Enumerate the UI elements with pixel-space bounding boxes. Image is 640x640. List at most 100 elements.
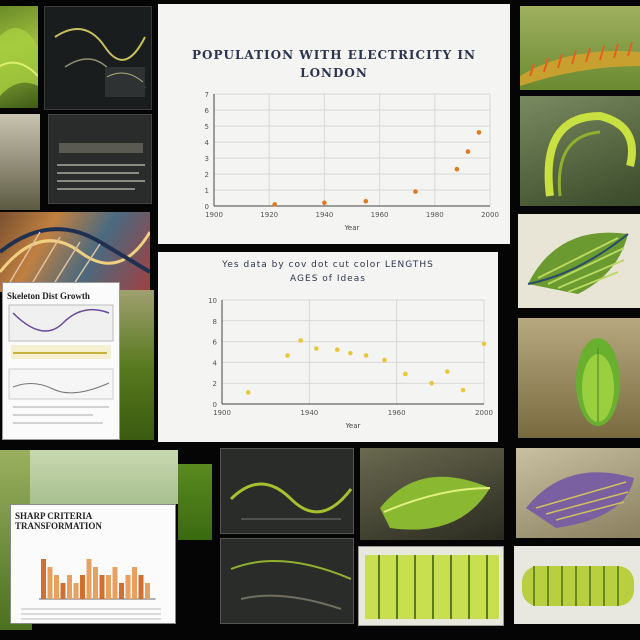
specimen-drawing xyxy=(45,7,152,110)
chart-top-data-point xyxy=(466,149,471,154)
colorful-insect-tile xyxy=(0,212,150,292)
document-sheet-left: Skeleton Dist Growth xyxy=(2,282,120,440)
chart-mid-data-point xyxy=(285,353,290,358)
larva-tile xyxy=(514,546,640,624)
segment-shape xyxy=(359,547,504,626)
chart-mid-x-tick-label: 2000 xyxy=(475,409,493,417)
chart-mid-x-tick-label: 1940 xyxy=(300,409,318,417)
chart-top-x-tick-label: 1980 xyxy=(426,211,444,219)
chart-mid-data-point xyxy=(314,346,319,351)
chart-top-data-point xyxy=(272,202,277,207)
doc-bar xyxy=(61,583,66,599)
chart-mid-y-tick-label: 6 xyxy=(213,339,218,347)
doc-bar xyxy=(87,559,92,599)
leaf-fan-shape xyxy=(518,214,640,308)
doc-bar xyxy=(67,575,72,599)
grass-tile-center xyxy=(178,464,212,540)
chart-top-data-point xyxy=(477,130,482,135)
green-loop-tile xyxy=(520,96,640,206)
chart-mid-data-point xyxy=(429,381,434,386)
chart-top-y-tick-label: 1 xyxy=(205,187,209,195)
dark-frond-tile-b xyxy=(220,538,354,624)
insect-pattern xyxy=(0,212,150,292)
doc-bar xyxy=(48,567,53,599)
chart-mid-data-point xyxy=(382,358,387,363)
doc-left-plots xyxy=(3,283,120,433)
dark-specimen-tile xyxy=(44,6,152,110)
loop-shape xyxy=(520,96,640,206)
doc-bar xyxy=(106,575,111,599)
chart-mid-data-point xyxy=(348,351,353,356)
chart-mid-x-tick-label: 1900 xyxy=(213,409,231,417)
chart-mid-data-point xyxy=(335,347,340,352)
chart-top-x-tick-label: 1900 xyxy=(205,211,223,219)
chart-mid-y-tick-label: 0 xyxy=(213,401,217,409)
chart-top-x-tick-label: 1920 xyxy=(260,211,278,219)
chart-top-y-tick-label: 5 xyxy=(205,123,209,131)
doc-bar xyxy=(54,575,59,599)
chart-mid-data-point xyxy=(482,342,487,347)
doc-bar xyxy=(145,583,150,599)
leaf-fan-tile xyxy=(518,214,640,308)
wing-shape xyxy=(516,448,640,538)
chart-mid-plot: 1900 1940 1960 2000 10 8 6 4 2 0 Year xyxy=(158,252,498,442)
dark-plate-tile xyxy=(48,114,152,204)
chart-mid-data-point xyxy=(364,353,369,358)
chart-mid-y-tick-label: 10 xyxy=(208,297,217,305)
doc-bar xyxy=(119,583,124,599)
chart-top-plot: 1900 1920 1940 1960 1980 2000 7 6 5 4 3 2 1 0 Year xyxy=(158,4,510,244)
purple-wing-tile xyxy=(516,448,640,538)
doc-bar xyxy=(80,575,85,599)
doc-bar xyxy=(126,575,131,599)
moss-photo-tile xyxy=(120,290,154,440)
chart-mid-y-tick-label: 2 xyxy=(213,380,217,388)
chart-top-x-tick-label: 1940 xyxy=(315,211,333,219)
doc-bar xyxy=(139,575,144,599)
plate-lines xyxy=(49,115,152,204)
doc-bar xyxy=(113,567,118,599)
larva-shape xyxy=(514,546,640,624)
chart-top-x-axis-label: Year xyxy=(344,224,360,232)
pod-shape xyxy=(518,318,640,438)
chart-mid-y-tick-label: 8 xyxy=(213,318,217,326)
meadow-tile xyxy=(30,450,178,504)
chart-mid-x-tick-label: 1960 xyxy=(388,409,406,417)
chart-mid-data-point xyxy=(445,369,450,374)
doc-bar xyxy=(100,575,105,599)
chart-top-y-tick-label: 3 xyxy=(205,155,209,163)
leaf-shape xyxy=(0,6,38,108)
chart-top-y-tick-label: 6 xyxy=(205,107,210,115)
chart-top-data-point xyxy=(364,199,369,204)
chart-top-data-point xyxy=(413,189,418,194)
document-sheet-bottom: SHARP CRITERIA TRANSFORMATION xyxy=(10,504,176,624)
chart-top-y-tick-label: 2 xyxy=(205,171,209,179)
leaf-photo-tile xyxy=(0,6,38,108)
chart-top-x-tick-label: 2000 xyxy=(481,211,499,219)
doc-bottom-bar-chart xyxy=(11,505,176,624)
frond-a xyxy=(221,449,354,534)
chart-mid-data-point xyxy=(298,338,303,343)
chart-mid-data-point xyxy=(246,390,251,395)
chart-top-data-point xyxy=(455,167,460,172)
dark-frond-tile-a xyxy=(220,448,354,534)
green-pod-tile xyxy=(518,318,640,438)
doc-bar xyxy=(93,567,98,599)
rock-photo-tile xyxy=(0,114,40,210)
segmented-tile xyxy=(358,546,504,626)
chart-top-data-point xyxy=(322,201,327,206)
chart-top-y-tick-label: 7 xyxy=(205,91,209,99)
chart-mid-y-tick-label: 4 xyxy=(213,359,218,367)
chart-panel-mid: Yes data by cov dot cut color LENGTHS AG… xyxy=(158,252,498,442)
fern-shape xyxy=(520,6,640,90)
chart-mid-data-point xyxy=(403,372,408,377)
green-leaf-shape xyxy=(360,448,504,540)
doc-bar xyxy=(132,567,137,599)
fern-frond-tile xyxy=(520,6,640,90)
chart-mid-x-axis-label: Year xyxy=(345,422,361,430)
doc-bar xyxy=(41,559,46,599)
chart-top-y-tick-label: 0 xyxy=(205,203,209,211)
doc-bar xyxy=(74,583,79,599)
chart-panel-top: POPULATION WITH ELECTRICITY IN LONDON 19… xyxy=(158,4,510,244)
green-leaf-tile xyxy=(360,448,504,540)
chart-top-y-tick-label: 4 xyxy=(205,139,210,147)
